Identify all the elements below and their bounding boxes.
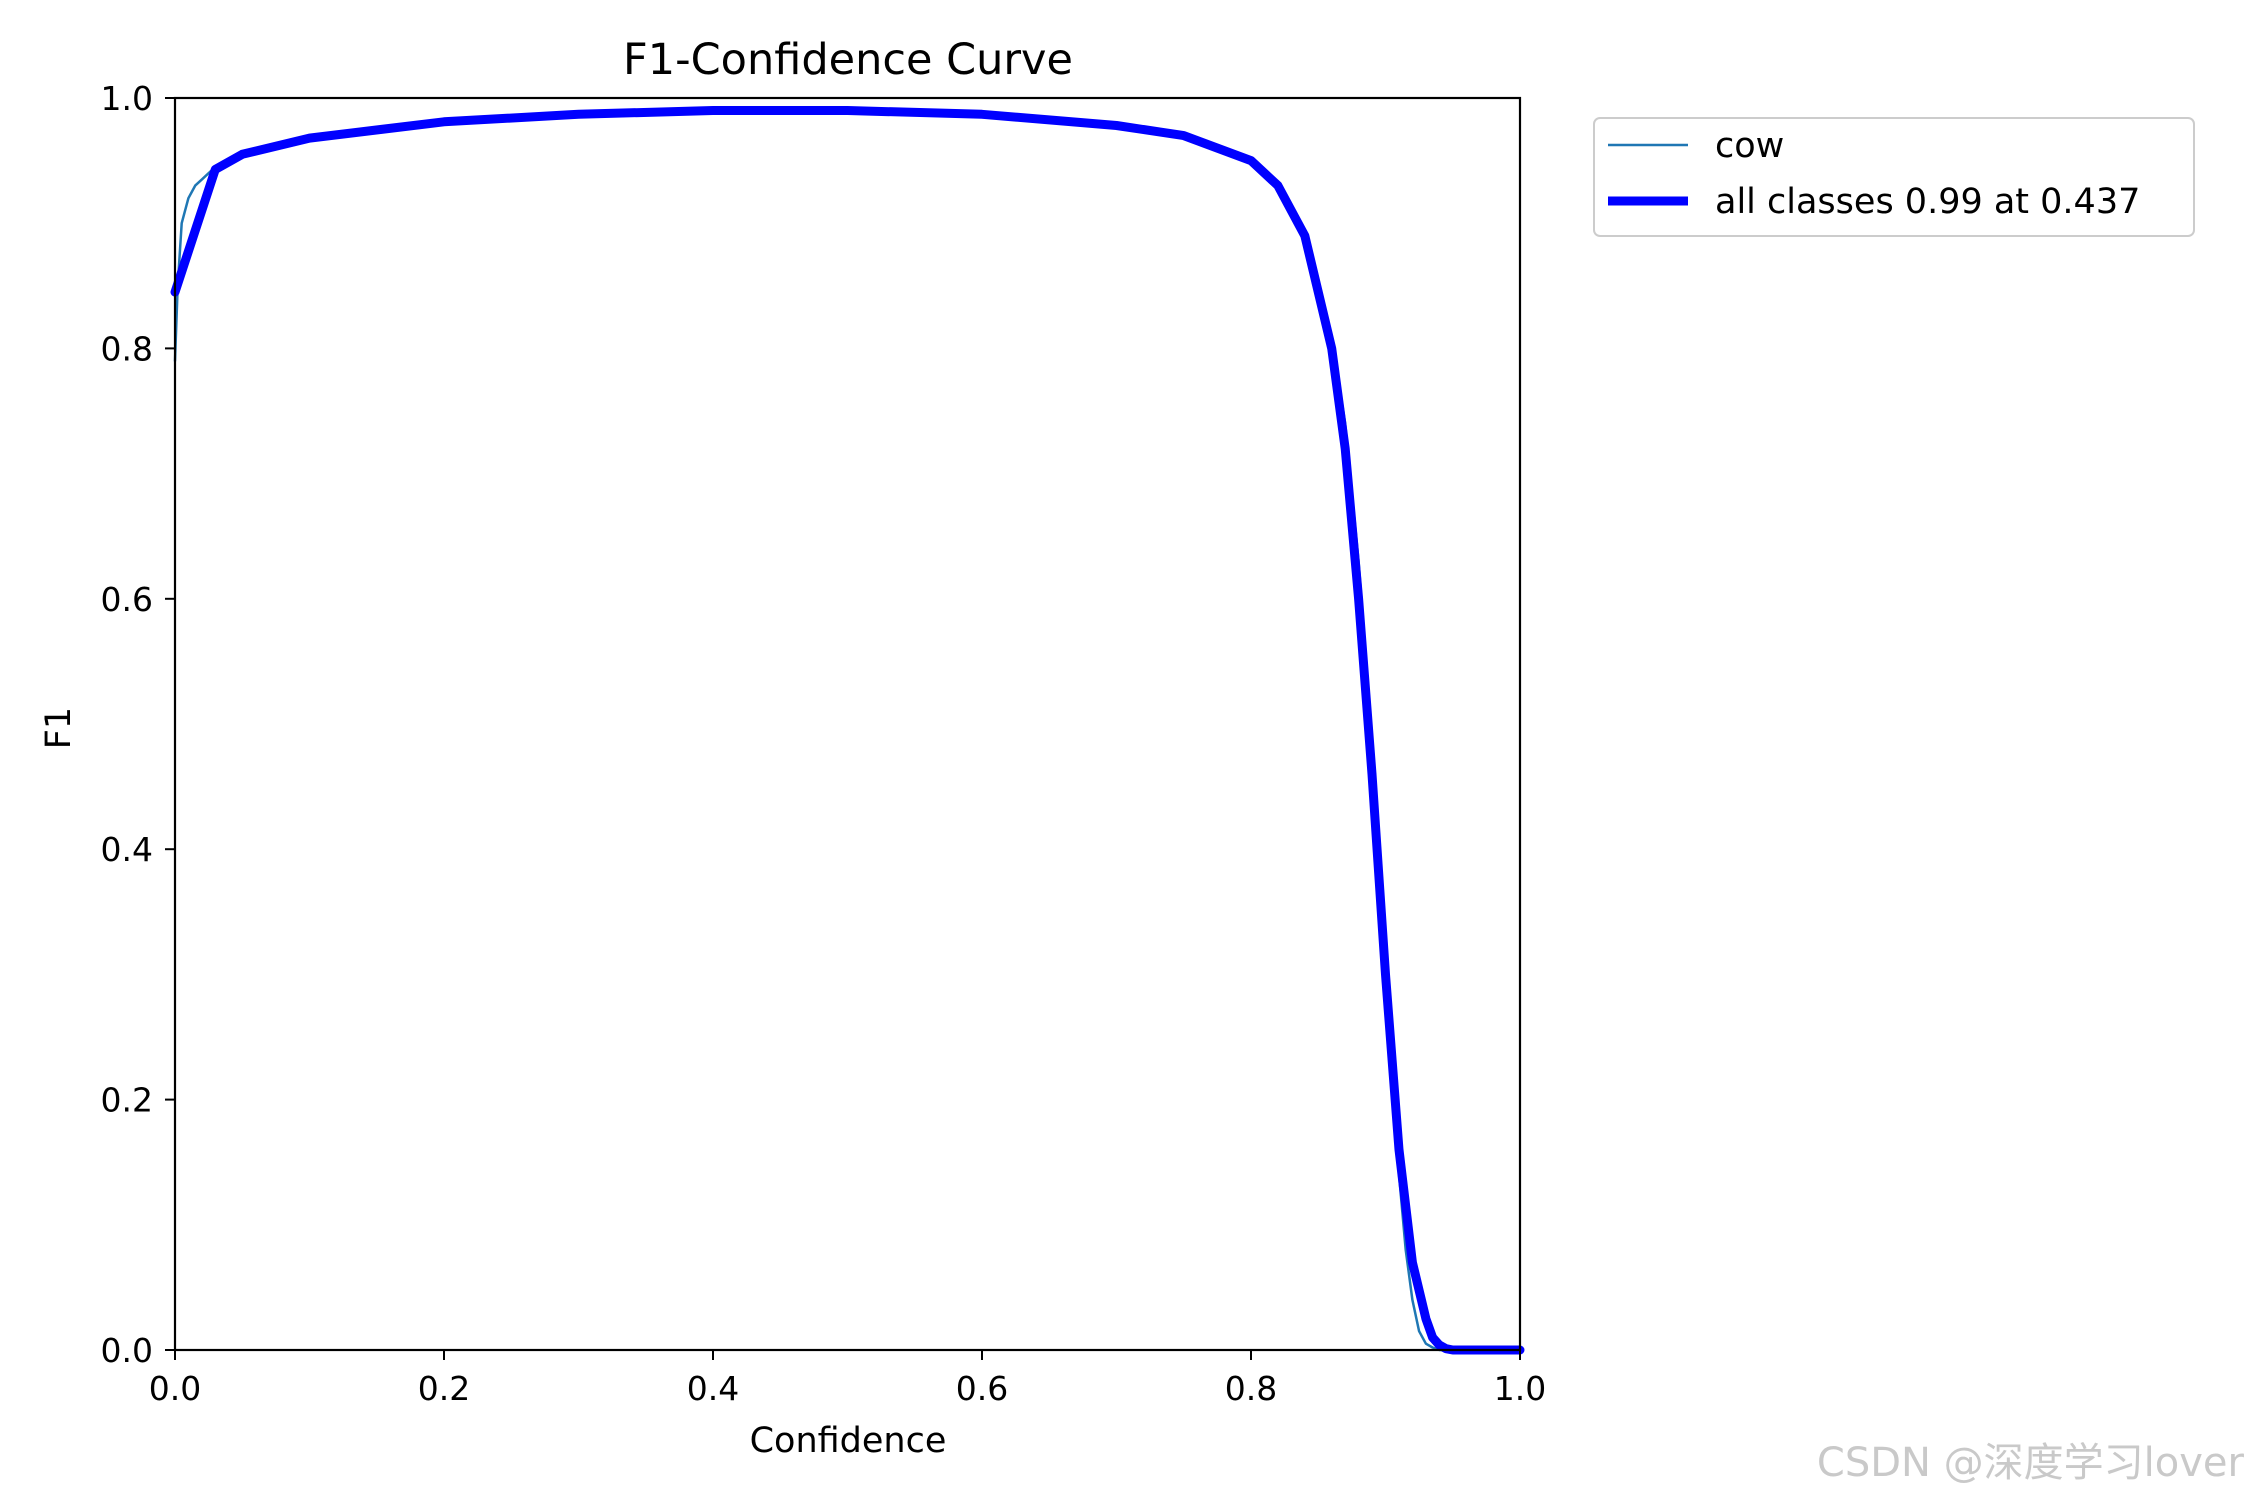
- plot-area: [170, 106, 1525, 1355]
- y-tick-label: 0.0: [101, 1331, 153, 1370]
- y-tick-label: 0.6: [101, 580, 153, 619]
- legend-box: [1593, 117, 2195, 237]
- plot-frame: [173, 96, 1522, 1352]
- x-tick-label: 1.0: [1494, 1369, 1546, 1408]
- x-tick-label: 0.2: [418, 1369, 470, 1408]
- chart-title: F1-Confidence Curve: [623, 35, 1073, 85]
- y-tick-label: 0.4: [101, 830, 153, 869]
- y-axis: 0.0 0.2 0.4 0.6 0.8 1.0: [101, 79, 175, 1370]
- x-tick-label: 0.4: [687, 1369, 739, 1408]
- legend: cow all classes 0.99 at 0.437: [1593, 117, 2195, 237]
- legend-label-cow: cow: [1715, 126, 1784, 166]
- x-tick-label: 0.8: [1225, 1369, 1277, 1408]
- y-tick-label: 1.0: [101, 79, 153, 118]
- x-axis-label: Confidence: [750, 1421, 947, 1461]
- x-tick-label: 0.0: [149, 1369, 201, 1408]
- y-axis-label: F1: [39, 707, 79, 749]
- x-tick-label: 0.6: [956, 1369, 1008, 1408]
- series-line-all-classes: [170, 106, 1525, 1355]
- y-tick-label: 0.2: [101, 1081, 153, 1120]
- watermark: CSDN @深度学习lover: [1817, 1440, 2245, 1486]
- y-tick-label: 0.8: [101, 329, 153, 368]
- legend-label-all-classes: all classes 0.99 at 0.437: [1715, 182, 2140, 222]
- x-axis: 0.0 0.2 0.4 0.6 0.8 1.0: [149, 1350, 1546, 1408]
